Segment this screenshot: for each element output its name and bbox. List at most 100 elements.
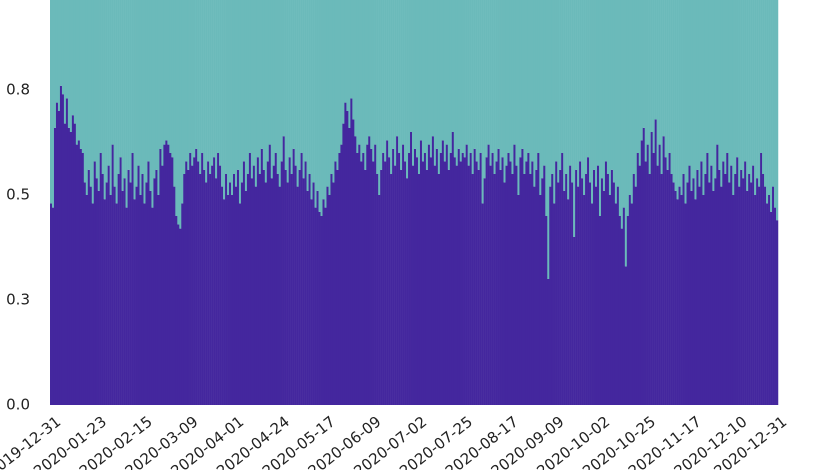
bar-segment [614,0,618,204]
bar-segment [469,0,472,153]
bar-segment [177,224,180,405]
bar-segment [231,195,234,405]
bar-segment [378,0,381,195]
bar-segment [57,0,61,111]
bar-segment [670,174,673,405]
bar-segment [153,0,156,179]
bar-segment [577,186,580,405]
bar-segment [50,203,53,405]
bar-segment [760,0,763,153]
bar-segment [336,0,339,170]
bar-segment [692,178,695,405]
bar-segment [87,169,91,405]
bar-segment [268,0,272,145]
bar-segment [501,157,504,405]
bar-segment [338,153,341,405]
bar-segment [706,153,709,405]
bar-segment [169,0,172,153]
bar-segment [521,148,524,406]
bar-segment [113,186,116,405]
bar-segment [437,174,441,405]
bar-segment [248,153,252,405]
bar-segment [708,0,711,183]
bar-segment [278,186,281,405]
bar-segment [133,199,136,405]
bar-segment [396,136,399,405]
bar-segment [642,127,645,406]
bar-segment [384,0,387,162]
bar-segment [141,0,144,174]
bar-segment [571,182,574,405]
bar-segment [95,0,98,179]
bar-segment [579,0,582,162]
bar-segment [704,0,707,174]
bar-segment [217,153,220,405]
bar-segment [71,0,75,116]
bar-segment [330,0,333,174]
bar-segment [348,127,351,406]
bar-segment [147,161,150,405]
bar-segment [581,0,584,179]
bar-segment [497,148,500,406]
bar-segment [232,174,236,405]
bar-segment [310,199,313,405]
bar-segment [561,153,564,405]
bar-segment [219,165,222,405]
bar-segment [300,153,303,405]
bar-segment [718,169,721,405]
bar-segment [618,216,622,405]
bar-segment [531,0,534,162]
bar-segment [398,0,401,153]
bar-segment [336,169,339,405]
bar-segment [529,174,532,405]
bar-segment [427,144,431,405]
bar-segment [752,0,755,166]
bar-segment [551,174,554,405]
bar-segment [181,0,184,204]
bar-segment [191,165,194,405]
bar-segment [575,169,578,405]
bar-segment [171,0,174,158]
bar-segment [278,0,281,187]
bar-segment [292,0,295,149]
bar-segment [264,182,268,405]
bar-segment [276,0,279,174]
bar-segment [215,178,218,405]
bar-segment [652,153,655,405]
bar-segment [382,0,385,153]
bar-segment [296,186,299,405]
bar-segment [541,0,544,179]
bar-segment [93,161,96,405]
bar-segment [370,0,373,149]
bar-segment [254,0,258,187]
bar-segment [380,169,383,405]
bar-segment [143,203,146,405]
bar-segment [171,157,174,405]
bar-segment [145,0,148,183]
bar-segment [499,169,502,405]
bar-segment [173,0,176,187]
bar-segment [626,0,630,216]
bar-segment [595,0,598,187]
bar-segment [260,148,264,406]
bar-segment [412,0,415,166]
bar-segment [662,136,665,405]
bar-segment [258,0,262,174]
bar-segment [559,0,562,170]
bar-segment [565,174,568,405]
bar-segment [634,186,638,405]
bar-segment [598,0,602,216]
bar-segment [117,0,120,174]
bar-segment [175,0,178,216]
bar-segment [199,0,202,174]
y-tick-label: 0.8 [6,81,30,99]
bar-segment [81,0,85,153]
bar-segment [356,0,359,153]
bar-segment [618,0,622,216]
bar-segment [77,0,81,141]
bar-segment [394,165,397,405]
bar-segment [362,153,365,405]
bar-segment [744,0,747,162]
bar-segment [280,161,283,405]
